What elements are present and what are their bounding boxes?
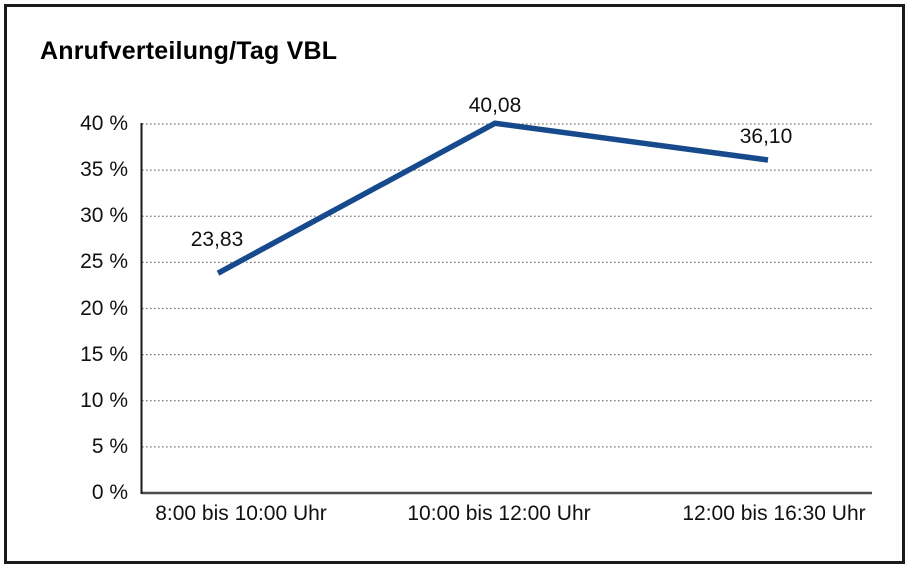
x-axis-category-label: 8:00 bis 10:00 Uhr	[155, 502, 327, 525]
y-axis-tick-label: 40 %	[80, 112, 128, 135]
x-axis-category-label: 12:00 bis 16:30 Uhr	[682, 502, 866, 525]
y-axis-tick-label: 35 %	[80, 158, 128, 182]
y-axis-tick-label: 15 %	[80, 342, 128, 366]
y-axis-tick-label: 5 %	[91, 434, 128, 458]
chart-title: Anrufverteilung/Tag VBL	[40, 37, 338, 65]
data-point-label: 36,10	[739, 125, 793, 148]
y-axis-tick-label: 25 %	[80, 250, 128, 274]
data-point-label: 40,08	[468, 94, 522, 117]
data-series-line	[216, 120, 769, 276]
y-axis-tick-label: 10 %	[80, 388, 128, 412]
y-axis-tick-label: 20 %	[80, 296, 128, 320]
data-point-label: 23,83	[190, 228, 244, 251]
x-axis-category-label: 10:00 bis 12:00 Uhr	[407, 502, 591, 525]
y-axis-tick-label: 0 %	[91, 481, 128, 504]
y-axis-tick-label: 30 %	[80, 204, 128, 228]
